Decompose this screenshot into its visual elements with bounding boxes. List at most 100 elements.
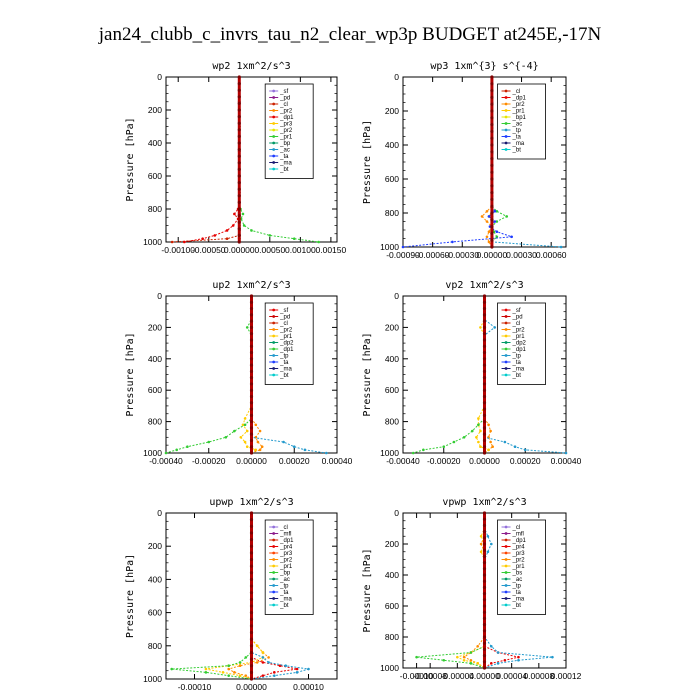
series-line-pr1 xyxy=(475,296,490,454)
residual-point xyxy=(482,561,487,565)
x-tick-label: 0.00040 xyxy=(551,456,582,466)
y-tick-label: 800 xyxy=(385,632,399,642)
legend-label: _bt xyxy=(512,373,522,379)
legend-marker xyxy=(504,115,508,119)
series-point-dp1 xyxy=(243,423,247,427)
x-tick-label: -0.00030 xyxy=(445,250,479,260)
residual-point xyxy=(237,207,241,211)
y-tick-label: 0 xyxy=(394,508,399,518)
series-point-pr4 xyxy=(517,655,520,659)
legend-marker xyxy=(272,109,276,112)
series-point-tp xyxy=(292,445,296,449)
series-point-cl xyxy=(225,237,229,240)
legend-marker xyxy=(272,315,276,318)
legend-marker xyxy=(272,161,276,164)
residual-point xyxy=(482,344,487,348)
residual-point xyxy=(482,432,487,436)
legend: _sf_pd_cl_pr2_pr1_dp2_dp1_tp_ta_ma_bt xyxy=(497,302,546,385)
residual-point xyxy=(482,401,487,405)
residual-point xyxy=(490,102,494,106)
x-tick-label: 0.00060 xyxy=(536,250,567,260)
series-point-tp xyxy=(496,662,500,665)
legend-label: _cl xyxy=(512,321,521,327)
series-point-ta xyxy=(495,230,499,233)
series-point-dp1 xyxy=(175,448,178,452)
legend-marker xyxy=(504,360,508,364)
series-point-pr2 xyxy=(244,674,248,677)
y-tick-label: 1000 xyxy=(143,448,162,458)
figure-title: jan24_clubb_c_invrs_tau_n2_clear_wp3p BU… xyxy=(98,24,602,45)
legend-marker xyxy=(504,590,508,594)
series-point-tp xyxy=(517,658,520,662)
series-point-pr4 xyxy=(273,671,276,674)
residual-point xyxy=(249,445,254,449)
residual-point xyxy=(482,647,487,652)
residual-point xyxy=(249,350,254,355)
residual-point xyxy=(490,170,494,174)
legend-label: _ma xyxy=(279,597,292,603)
residual-point xyxy=(237,121,241,125)
panel-upwp: upwp 1xm^2/s^3 Pressure [hPa] 0 200 400 600 80… xyxy=(125,497,338,692)
series-point-dp1 xyxy=(224,436,228,439)
y-tick-label: 800 xyxy=(148,417,162,427)
series-point-bs xyxy=(415,655,418,659)
legend-label: _ac xyxy=(279,148,290,154)
x-tick-label: 0.00000 xyxy=(236,456,267,466)
residual-point xyxy=(249,551,254,555)
residual-point xyxy=(482,388,487,392)
residual-point xyxy=(490,143,494,147)
y-tick-label: 800 xyxy=(148,641,162,651)
legend-label: _cl xyxy=(512,525,521,531)
legend-label: _bp1 xyxy=(512,115,527,121)
series-point-pr1 xyxy=(241,423,245,427)
legend-marker xyxy=(272,532,276,535)
x-tick-label: -0.00050 xyxy=(192,245,226,255)
series-point-dp1 xyxy=(183,240,186,244)
y-tick-label: 200 xyxy=(148,105,162,115)
legend-label: _tp xyxy=(512,354,522,360)
legend-marker xyxy=(272,584,276,587)
legend-label: _tp xyxy=(279,584,289,590)
residual-point xyxy=(249,332,254,336)
series-group xyxy=(411,294,568,455)
x-tick-label: 0.00150 xyxy=(316,245,347,255)
legend-label: _cl xyxy=(279,102,288,108)
chart-panels: wp2 1xm^2/s^3 Pressure [hPa] 0 200 400 600 800… xyxy=(125,61,582,692)
series-point-pr1 xyxy=(241,212,245,216)
series-point-dp1 xyxy=(477,423,480,427)
residual-point xyxy=(249,401,254,405)
legend-marker xyxy=(272,321,276,325)
series-point-pr1 xyxy=(245,429,249,433)
y-tick-label: 1000 xyxy=(380,242,399,252)
legend-marker xyxy=(504,545,508,548)
residual-point xyxy=(482,313,487,317)
legend-marker xyxy=(504,102,508,106)
series-point-bp xyxy=(227,664,230,668)
legend-marker xyxy=(504,334,508,338)
x-tick-label: -0.00020 xyxy=(427,456,461,466)
legend-label: _cl xyxy=(279,525,288,531)
legend-marker xyxy=(272,141,276,145)
residual-point xyxy=(249,644,254,648)
series-point-ac xyxy=(495,210,499,213)
residual-point xyxy=(237,154,241,158)
x-tick-label: 0.00020 xyxy=(279,456,310,466)
series-line-pr2 xyxy=(484,296,494,454)
legend-marker xyxy=(504,315,508,318)
series-point-pr2 xyxy=(487,423,490,427)
series-point-ta xyxy=(493,220,497,223)
series-point-pr2 xyxy=(485,210,489,213)
residual-point xyxy=(490,116,494,120)
residual-point xyxy=(490,157,494,161)
legend-label: _bt xyxy=(512,603,522,609)
legend-label: _pr1 xyxy=(512,109,526,115)
legend-marker xyxy=(272,328,276,331)
panel-title: up2 1xm^2/s^3 xyxy=(212,280,290,291)
series-point-bp xyxy=(227,674,230,677)
residual-point xyxy=(249,369,254,373)
series-point-tp xyxy=(513,445,517,449)
series-point-pr1 xyxy=(462,658,466,662)
x-tick-label: -0.00010 xyxy=(400,671,434,681)
legend-marker xyxy=(504,525,508,529)
legend-marker xyxy=(504,603,508,607)
